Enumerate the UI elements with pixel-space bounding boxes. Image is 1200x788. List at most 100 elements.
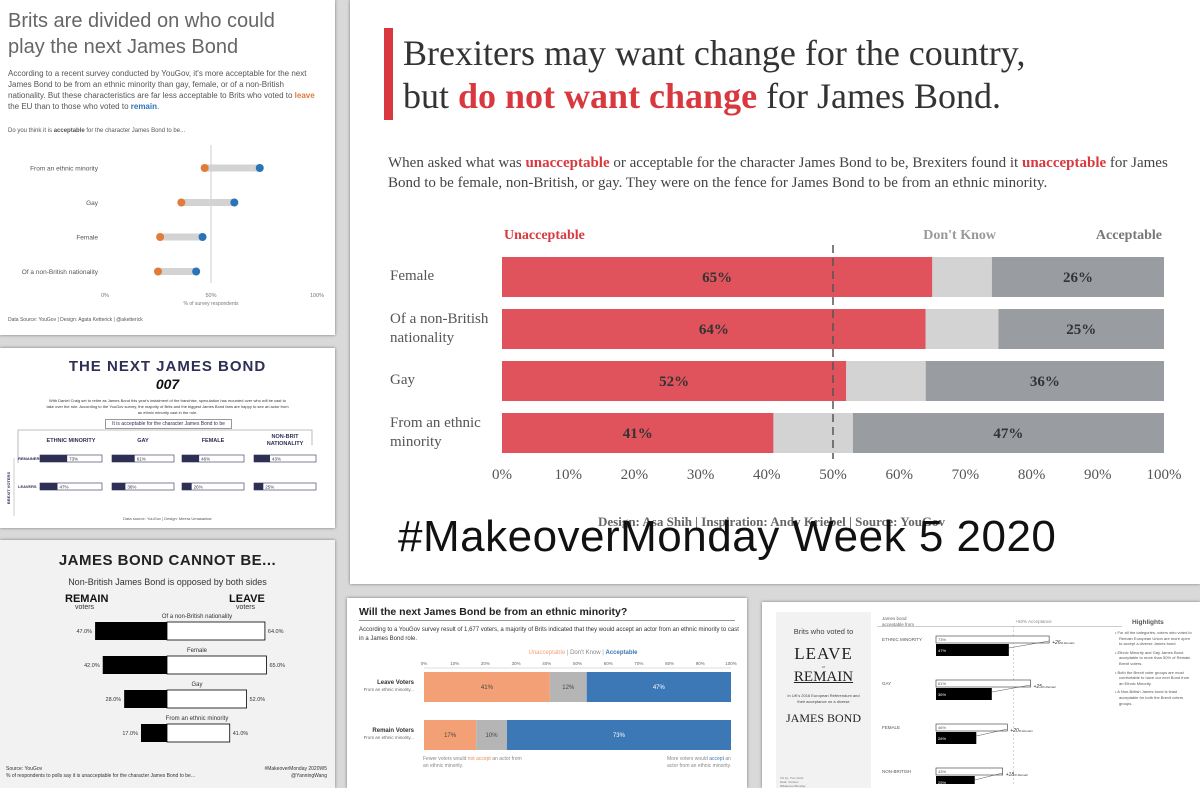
panel-next-bond: THE NEXT JAMES BOND 007 With Daniel Crai… xyxy=(0,348,335,528)
stacked-bar-segment xyxy=(846,361,926,401)
bar-value-label: 52% xyxy=(659,374,689,390)
question-text: Do you think it is acceptable for the ch… xyxy=(8,128,185,134)
highlights-list: • For all the categories, voters who vot… xyxy=(1114,630,1194,709)
diff-connector xyxy=(991,684,1031,693)
side-or: or xyxy=(821,664,826,669)
category-sub-label: From an ethnic minority... xyxy=(364,735,414,740)
leave-bar xyxy=(166,621,266,641)
sub-red: unacceptable xyxy=(525,155,610,171)
dumbbell-chart: From an ethnic minority Gay Female Of a non… xyxy=(22,145,324,307)
diff-value: +20 xyxy=(1010,728,1019,734)
leave-remain-chart: +50% Acceptance ETHNIC MINORITY 73% 47% +26%… xyxy=(882,619,1075,784)
stacked-bar-segment xyxy=(549,672,587,702)
category-label: Of a non-British nationality xyxy=(162,614,232,620)
x-tick-label: 50% xyxy=(819,467,847,483)
remain-bar xyxy=(935,635,1050,644)
diff-label: +20% Remain xyxy=(1010,728,1033,734)
x-tick-label: 60% xyxy=(604,661,613,666)
remain-bar xyxy=(95,622,167,640)
panel-description: According to a YouGov survey result of 1… xyxy=(359,627,739,642)
remain-point xyxy=(192,267,201,276)
bar-fill xyxy=(254,483,264,490)
bar-value-label: 17% xyxy=(444,733,457,739)
diff-suffix: % Remain xyxy=(1061,641,1075,645)
diff-value: +18 xyxy=(1006,772,1015,778)
x-tick-label: 100% xyxy=(725,661,737,666)
leave-value-label: 26% xyxy=(938,736,946,741)
tag-b: @YanningWang xyxy=(291,773,327,779)
side-footer: Viz by: Yuvi Joshi xyxy=(780,776,804,780)
diff-connector xyxy=(1008,640,1050,649)
source-b: % of respondents to polls say it is unac… xyxy=(6,773,195,779)
stacked-bar-segment xyxy=(925,361,1164,401)
bar-value-label: 47% xyxy=(59,485,68,490)
stacked-bar-segment xyxy=(998,309,1164,349)
column-header: ETHNIC MINORITY xyxy=(47,438,96,444)
leave-point xyxy=(156,233,165,241)
panel-title: Brits are divided on who could play the … xyxy=(8,10,275,58)
question-part: Do you think it is xyxy=(8,128,54,134)
bar-value-label: 43% xyxy=(272,457,281,462)
source-text: Data Source: YouGov | Design: Agata Kett… xyxy=(8,317,143,323)
note-highlight: not accept xyxy=(467,756,491,762)
bar-value-label: 47% xyxy=(993,426,1023,442)
category-label: NON-BRITISH xyxy=(882,769,911,774)
remain-value-label: 17.0% xyxy=(122,731,138,737)
side-james-bond: JAMES BOND xyxy=(785,711,861,725)
panel-brexiters: Brexiters may want change for the countr… xyxy=(350,0,1200,584)
sub-red: unacceptable xyxy=(1021,155,1107,171)
stacked-bar-segment xyxy=(991,257,1164,297)
bar-value-label: 36% xyxy=(1030,374,1060,390)
category-label: Gay xyxy=(86,200,99,207)
x-tick-label: 90% xyxy=(1084,467,1112,483)
category-label: Gay xyxy=(191,682,202,688)
stacked-bar-segment xyxy=(773,413,853,453)
leave-bar xyxy=(936,776,975,784)
question-bold: acceptable xyxy=(53,128,85,134)
category-label: From an ethnic minority xyxy=(166,716,229,722)
bar-fill xyxy=(254,455,270,462)
x-tick-label: 0% xyxy=(101,293,109,299)
leave-bar xyxy=(166,655,267,675)
diff-suffix: % Remain xyxy=(1019,729,1033,733)
stacked-bar-segment xyxy=(502,413,774,453)
panel-description: With Daniel Craig set to retire as James… xyxy=(46,398,289,415)
remain-word: remain xyxy=(130,102,157,111)
remain-sub: voters xyxy=(75,604,95,611)
note-highlight: accept xyxy=(709,756,724,762)
remain-point xyxy=(255,164,264,172)
category-label: From an ethnic minority xyxy=(30,166,99,173)
x-tick-label: 70% xyxy=(952,467,980,483)
x-tick-label: 40% xyxy=(753,467,781,483)
tag-a: #MakeoverMonday 2020W5 xyxy=(264,766,327,772)
diff-value: +26 xyxy=(1052,640,1061,646)
bar-value-label: 73% xyxy=(613,733,626,739)
column-header: GAY xyxy=(137,438,149,444)
note-part: More voters would xyxy=(667,756,710,762)
x-tick-label: 30% xyxy=(687,467,715,483)
note-left: Fewer voters would not accept an actor f… xyxy=(423,756,523,770)
remain-bar xyxy=(124,690,167,708)
stacked-bar-segment xyxy=(502,257,933,297)
bracket-line xyxy=(17,429,313,463)
column-rule xyxy=(877,626,1122,627)
credit-text: Design: Asa Shih | Inspiration: Andy Kri… xyxy=(598,514,946,529)
bar-value-label: 73% xyxy=(69,457,78,462)
leave-value-label: 36% xyxy=(938,692,946,697)
legend-item: Unacceptable xyxy=(528,650,565,656)
stacked-bar-segment xyxy=(502,361,847,401)
sub-part: or acceptable for the character James Bo… xyxy=(609,155,1022,171)
source-text: Data source: YouGov | Design: Meera Umas… xyxy=(123,516,212,521)
title-part: for James Bond. xyxy=(757,76,1002,116)
side-label: BREXIT VOTERS xyxy=(6,472,11,505)
row-label: REMAINERS xyxy=(18,456,42,461)
category-sub-label: From an ethnic minority... xyxy=(364,687,414,692)
legend-item: Acceptable xyxy=(606,650,639,656)
x-tick-label: 100% xyxy=(310,293,324,299)
bar-value-label: 25% xyxy=(1066,322,1096,338)
diff-suffix: % Remain xyxy=(1014,773,1028,777)
x-tick-label: 50% xyxy=(205,293,216,299)
highlight-item: • For all the categories, voters who vot… xyxy=(1115,630,1192,647)
bar-value-label: 64% xyxy=(699,322,729,338)
next-bond-chart: BREXIT VOTERS ETHNIC MINORITY 73% 47% GAY 61%… xyxy=(6,429,317,516)
